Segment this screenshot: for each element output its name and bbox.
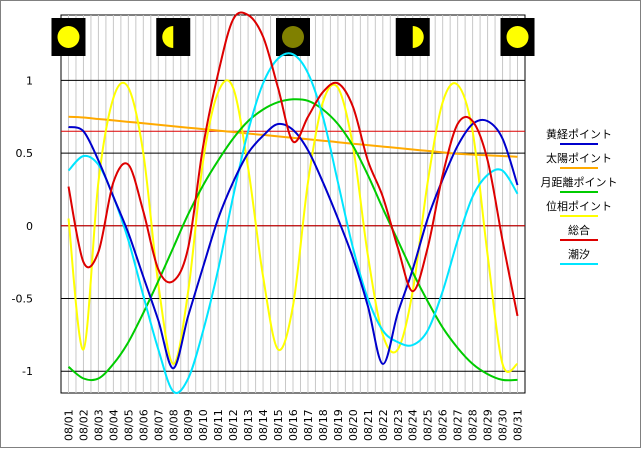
x-tick-label: 08/14	[257, 409, 270, 441]
y-tick-label: 0	[26, 220, 33, 233]
legend-label: 潮汐	[568, 247, 590, 261]
y-axis-ticks: -1 -0.5 0 0.5 1	[12, 74, 33, 378]
x-tick-label: 08/18	[317, 409, 330, 441]
x-tick-label: 08/20	[347, 409, 360, 441]
x-tick-label: 08/30	[497, 409, 510, 441]
x-tick-label: 08/17	[302, 409, 315, 441]
series-line-3	[67, 79, 519, 373]
x-tick-label: 08/21	[362, 409, 375, 441]
x-tick-label: 08/22	[377, 409, 390, 441]
moon-full-icon	[500, 18, 535, 56]
x-tick-label: 08/24	[407, 409, 420, 441]
x-tick-label: 08/16	[287, 409, 300, 441]
x-tick-label: 08/11	[212, 409, 225, 441]
legend-label: 位相ポイント	[546, 199, 612, 213]
y-tick-label: -0.5	[12, 293, 33, 306]
x-tick-label: 08/13	[242, 409, 255, 441]
x-tick-label: 08/06	[137, 409, 150, 441]
x-tick-label: 08/23	[392, 409, 405, 441]
legend-label: 総合	[568, 223, 590, 237]
y-tick-label: 1	[26, 74, 33, 87]
x-tick-label: 08/26	[437, 409, 450, 441]
x-tick-label: 08/19	[332, 409, 345, 441]
legend-label: 黄経ポイント	[546, 127, 612, 141]
series-lines	[67, 11, 519, 394]
x-tick-label: 08/01	[62, 409, 75, 441]
series-line-5	[67, 52, 519, 394]
x-tick-label: 08/27	[452, 409, 465, 441]
y-tick-label: -1	[22, 365, 33, 378]
x-tick-label: 08/08	[167, 409, 180, 441]
moon-new-icon	[276, 18, 310, 56]
reference-lines	[61, 130, 525, 227]
x-tick-label: 08/09	[182, 409, 195, 441]
x-tick-label: 08/15	[272, 409, 285, 441]
moon-first-quarter-icon	[156, 18, 191, 56]
legend-label: 月距離ポイント	[541, 175, 618, 189]
legend-label: 太陽ポイント	[546, 152, 612, 165]
x-tick-label: 08/07	[152, 409, 165, 441]
x-tick-label: 08/04	[107, 409, 120, 441]
x-tick-label: 08/29	[482, 409, 495, 441]
y-tick-label: 0.5	[16, 147, 34, 160]
grid	[61, 15, 525, 393]
x-tick-label: 08/28	[467, 409, 480, 441]
x-tick-label: 08/02	[77, 409, 90, 441]
x-tick-label: 08/12	[227, 409, 240, 441]
series-line-2	[67, 98, 518, 382]
series-line-4	[67, 11, 519, 317]
x-tick-label: 08/25	[422, 409, 435, 441]
x-tick-label: 08/03	[92, 409, 105, 441]
x-tick-label: 08/10	[197, 409, 210, 441]
x-tick-label: 08/31	[512, 409, 525, 441]
x-axis-ticks: 08/01 08/02 08/03 08/04 08/05 08/06 08/07 08/08…	[62, 409, 524, 441]
moon-full-icon	[51, 18, 86, 56]
moon-last-quarter-icon	[395, 18, 430, 56]
x-tick-label: 08/05	[122, 409, 135, 441]
series-line-1	[68, 115, 518, 158]
moon-phases	[51, 18, 535, 56]
